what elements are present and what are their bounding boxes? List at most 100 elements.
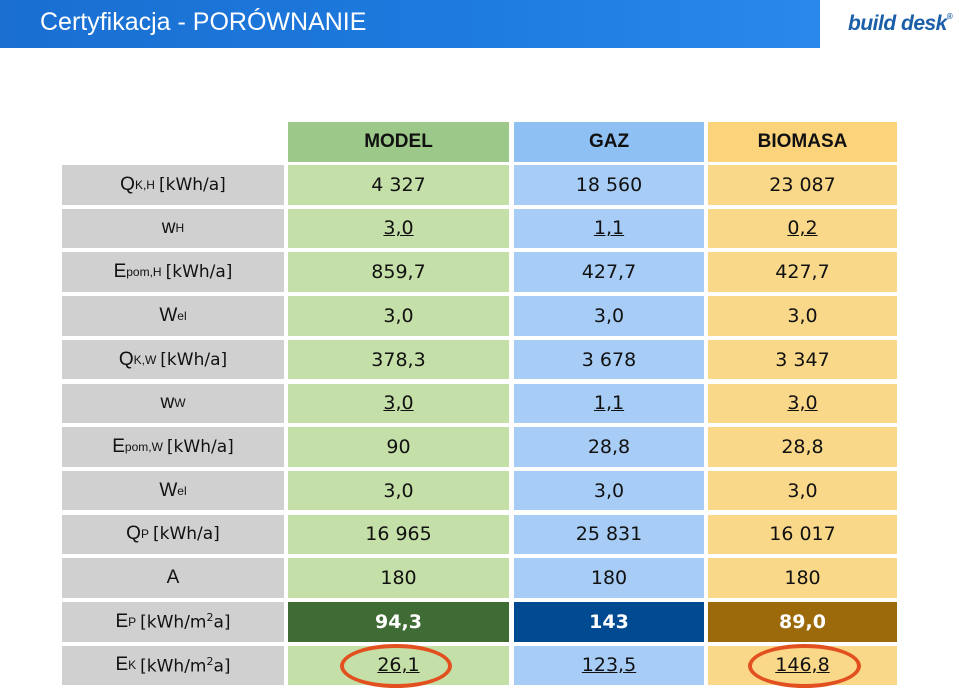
column-header-gaz: GAZ (514, 122, 704, 162)
table-cell-model: 3,0 (288, 208, 509, 249)
row-label-symbol: E (115, 610, 129, 632)
cell-value: 0,2 (787, 217, 818, 240)
table-cell-gaz: 180 (514, 558, 704, 598)
cell-value: 25 831 (575, 523, 643, 546)
row-label: Q K,H [kWh/a] (62, 165, 284, 205)
build-desk-logo: build desk® (848, 12, 953, 35)
cell-value: 3,0 (787, 479, 818, 502)
cell-value: 23 087 (769, 173, 836, 196)
row-label-subscript: el (177, 308, 187, 323)
table-cell-gaz: 123,5 (514, 645, 704, 686)
row-label-subscript: K,W (133, 352, 157, 367)
row-label-subscript: el (177, 483, 187, 498)
cell-value: 3,0 (383, 217, 414, 240)
row-label-unit: [kWh/a] (165, 262, 233, 283)
cell-value: 427,7 (581, 261, 637, 284)
row-label-symbol: E (115, 654, 129, 676)
table-cell-model: 94,3 (288, 602, 509, 642)
cell-value: 123,5 (581, 654, 637, 677)
table-cell-gaz: 1,1 (514, 208, 704, 249)
cell-value: 3,0 (593, 479, 625, 502)
table-cell-model: 16 965 (288, 514, 509, 555)
table-cell-gaz: 3,0 (514, 296, 704, 336)
table-cell-gaz: 143 (514, 602, 704, 642)
row-label-symbol: E (113, 261, 127, 283)
table-cell-gaz: 25 831 (514, 514, 704, 555)
table-cell-model: 4 327 (288, 165, 509, 205)
cell-value: 16 017 (769, 523, 836, 546)
table-cell-model: 378,3 (288, 339, 509, 380)
table-cell-model: 859,7 (288, 252, 509, 292)
row-label-subscript: K (128, 658, 137, 673)
row-label-subscript: K,H (134, 177, 155, 192)
table-cell-model: 90 (288, 427, 509, 467)
table-cell-biomasa: 3,0 (708, 296, 897, 336)
cell-value: 28,8 (781, 435, 824, 458)
table-cell-gaz: 28,8 (514, 427, 704, 467)
cell-value: 180 (380, 567, 417, 590)
cell-value: 1,1 (593, 217, 625, 240)
cell-value: 378,3 (371, 348, 426, 371)
table-cell-biomasa: 16 017 (708, 514, 897, 555)
table-cell-biomasa: 3,0 (708, 383, 897, 423)
row-label: Q K,W [kWh/a] (62, 339, 284, 380)
table-cell-biomasa: 89,0 (708, 602, 897, 642)
row-label: E P [kWh/m2a] (62, 602, 284, 642)
cell-value: 18 560 (575, 173, 643, 196)
row-label-symbol: W (159, 479, 178, 501)
column-header-model: MODEL (288, 122, 509, 162)
row-label-subscript: pom,H (126, 265, 162, 280)
row-label-symbol: W (159, 304, 178, 326)
cell-value: 3,0 (787, 392, 818, 415)
row-label-subscript: P (128, 614, 137, 629)
row-label: Q P [kWh/a] (62, 514, 284, 555)
table-cell-model: 180 (288, 558, 509, 598)
table-cell-biomasa: 3,0 (708, 470, 897, 511)
table-cell-gaz: 3,0 (514, 470, 704, 511)
table-cell-biomasa: 180 (708, 558, 897, 598)
cell-value: 3,0 (787, 304, 818, 327)
row-label-symbol: E (112, 435, 125, 457)
cell-value: 90 (386, 435, 411, 458)
row-label-unit: [kWh/a] (152, 524, 220, 545)
cell-value: 180 (590, 567, 628, 590)
cell-value: 4 327 (371, 173, 426, 196)
cell-value: 3 678 (581, 348, 637, 371)
table-cell-biomasa: 28,8 (708, 427, 897, 467)
table-cell-model: 3,0 (288, 383, 509, 423)
row-label-unit: [kWh/m2a] (140, 654, 231, 677)
row-label-subscript: H (175, 221, 185, 236)
row-label-symbol: Q (120, 173, 135, 195)
highlight-circle-model (340, 643, 452, 688)
column-header-biomasa: BIOMASA (708, 122, 897, 162)
row-label-symbol: A (166, 567, 180, 589)
row-label-unit: [kWh/a] (160, 349, 228, 370)
row-label-subscript: W (174, 396, 186, 411)
table-cell-biomasa: 3 347 (708, 339, 897, 380)
title-bar: Certyfikacja - PORÓWNANIE (0, 0, 820, 48)
table-cell-gaz: 18 560 (514, 165, 704, 205)
row-label-symbol: w (160, 392, 175, 414)
cell-value: 3 347 (775, 348, 830, 371)
cell-value: 16 965 (365, 523, 432, 546)
row-label-unit: [kWh/a] (158, 174, 226, 195)
row-label: E K [kWh/m2a] (62, 645, 284, 686)
table-cell-biomasa: 23 087 (708, 165, 897, 205)
row-label-symbol: Q (118, 348, 134, 370)
cell-value: 3,0 (593, 304, 625, 327)
cell-value: 94,3 (375, 610, 422, 633)
table-cell-model: 3,0 (288, 296, 509, 336)
table-cell-gaz: 427,7 (514, 252, 704, 292)
highlight-circle-biomasa (748, 643, 861, 688)
table-cell-biomasa: 0,2 (708, 208, 897, 249)
row-label-symbol: Q (126, 523, 141, 545)
cell-value: 143 (589, 610, 629, 633)
row-label-unit: [kWh/m2a] (140, 610, 231, 633)
cell-value: 89,0 (779, 610, 826, 633)
cell-value: 180 (784, 567, 821, 590)
row-label: A (62, 558, 284, 598)
row-label-unit: [kWh/a] (166, 436, 234, 457)
